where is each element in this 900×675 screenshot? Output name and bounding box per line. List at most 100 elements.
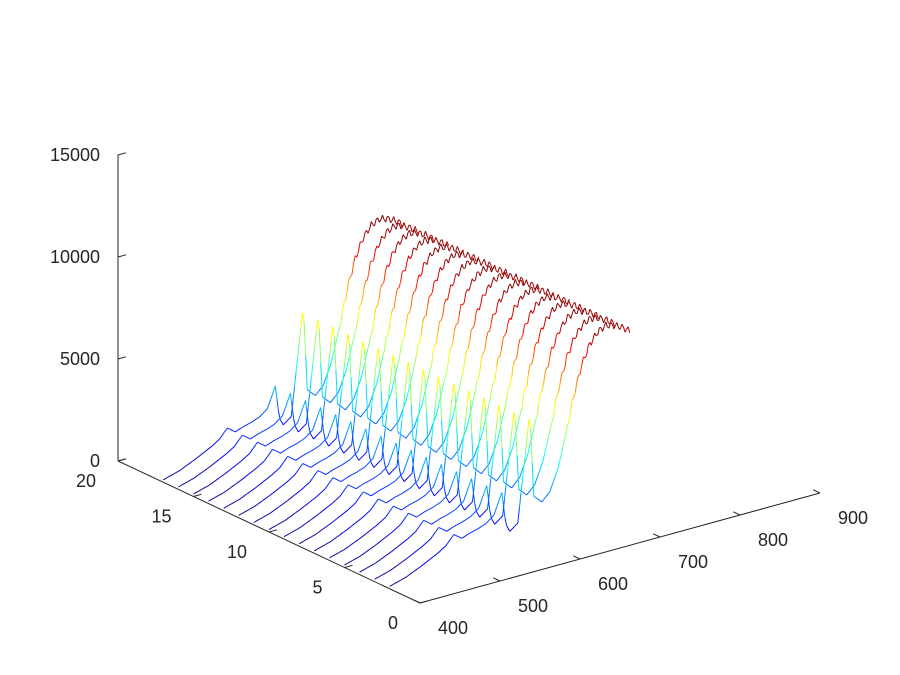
series-segment bbox=[340, 443, 344, 447]
series-segment bbox=[326, 505, 330, 508]
series-segment bbox=[356, 457, 360, 461]
series-segment bbox=[318, 329, 322, 363]
series-segment bbox=[401, 508, 404, 511]
series-segment bbox=[405, 313, 409, 325]
series-segment bbox=[488, 261, 492, 265]
series-segment bbox=[539, 466, 542, 472]
series-segment bbox=[248, 472, 251, 475]
series-segment bbox=[429, 365, 432, 371]
series-segment bbox=[310, 499, 313, 502]
series-segment bbox=[231, 429, 234, 432]
series-segment bbox=[311, 535, 314, 537]
series-segment bbox=[271, 526, 275, 529]
series-segment bbox=[431, 352, 434, 366]
series-segment bbox=[429, 435, 433, 451]
series-segment bbox=[254, 434, 258, 437]
series-2 bbox=[389, 321, 631, 587]
series-segment bbox=[415, 418, 418, 424]
series-segment bbox=[187, 480, 190, 482]
series-segment bbox=[262, 411, 265, 415]
y-tick-label: 10 bbox=[227, 542, 247, 562]
series-segment bbox=[389, 229, 392, 234]
series-segment bbox=[417, 498, 420, 501]
series-segment bbox=[453, 534, 456, 536]
series-segment bbox=[427, 238, 430, 244]
series-segment bbox=[348, 276, 351, 280]
series-segment bbox=[388, 261, 391, 267]
series-segment bbox=[366, 549, 369, 552]
series-segment bbox=[187, 463, 190, 466]
series-segment bbox=[443, 545, 447, 548]
series-segment bbox=[355, 412, 358, 415]
series-segment bbox=[405, 505, 409, 508]
series-segment bbox=[437, 321, 440, 332]
series-segment bbox=[406, 488, 409, 491]
series-segment bbox=[574, 380, 578, 393]
series-segment bbox=[567, 313, 570, 316]
series-segment bbox=[321, 420, 325, 433]
series-segment bbox=[543, 298, 546, 302]
series-8 bbox=[298, 278, 540, 545]
series-segment bbox=[423, 438, 427, 442]
series-segment bbox=[447, 350, 451, 363]
series-segment bbox=[394, 506, 397, 509]
series-segment bbox=[339, 480, 342, 483]
series-segment bbox=[266, 404, 270, 409]
series-segment bbox=[419, 334, 422, 342]
series-segment bbox=[430, 291, 433, 296]
series-segment bbox=[352, 486, 355, 489]
series-3 bbox=[374, 314, 616, 580]
series-segment bbox=[222, 432, 225, 436]
series-segment bbox=[362, 232, 366, 242]
series-segment bbox=[365, 408, 368, 412]
series-segment bbox=[203, 451, 206, 454]
series-segment bbox=[475, 511, 479, 515]
series-segment bbox=[405, 575, 408, 578]
series-segment bbox=[554, 298, 557, 301]
series-segment bbox=[239, 460, 242, 463]
series-segment bbox=[241, 496, 244, 499]
series-segment bbox=[222, 474, 225, 477]
series-segment bbox=[516, 419, 520, 428]
series-segment bbox=[299, 526, 303, 528]
series-segment bbox=[438, 266, 441, 273]
series-segment bbox=[316, 494, 319, 497]
series-segment bbox=[425, 305, 429, 316]
series-segment bbox=[372, 563, 375, 566]
series-segment bbox=[379, 575, 382, 577]
series-segment bbox=[417, 548, 420, 551]
series-segment bbox=[219, 457, 222, 460]
series-segment bbox=[323, 458, 326, 461]
series-segment bbox=[242, 495, 245, 498]
series-segment bbox=[175, 471, 178, 474]
series-segment bbox=[240, 478, 243, 481]
series-segment bbox=[391, 549, 394, 552]
series-segment bbox=[421, 495, 425, 498]
series-segment bbox=[191, 459, 194, 462]
series-segment bbox=[402, 234, 406, 238]
series-segment bbox=[333, 396, 336, 399]
series-12 bbox=[238, 250, 480, 516]
series-segment bbox=[403, 576, 407, 579]
series-segment bbox=[456, 471, 459, 485]
series-segment bbox=[344, 461, 347, 464]
series-segment bbox=[519, 472, 522, 478]
series-segment bbox=[524, 385, 528, 390]
series-segment bbox=[267, 453, 270, 457]
series-segment bbox=[326, 443, 330, 447]
series-segment bbox=[393, 296, 397, 308]
series-segment bbox=[546, 366, 549, 369]
series-segment bbox=[444, 372, 448, 378]
series-segment bbox=[487, 519, 490, 523]
series-segment bbox=[555, 394, 558, 402]
series-segment bbox=[430, 236, 434, 243]
series-segment bbox=[522, 463, 525, 479]
series-segment bbox=[284, 458, 287, 462]
series-segment bbox=[377, 369, 381, 378]
series-segment bbox=[229, 449, 232, 452]
series-segment bbox=[401, 472, 404, 475]
series-segment bbox=[228, 504, 231, 506]
series-segment bbox=[295, 458, 298, 461]
series-segment bbox=[510, 274, 514, 281]
series-segment bbox=[525, 433, 528, 449]
